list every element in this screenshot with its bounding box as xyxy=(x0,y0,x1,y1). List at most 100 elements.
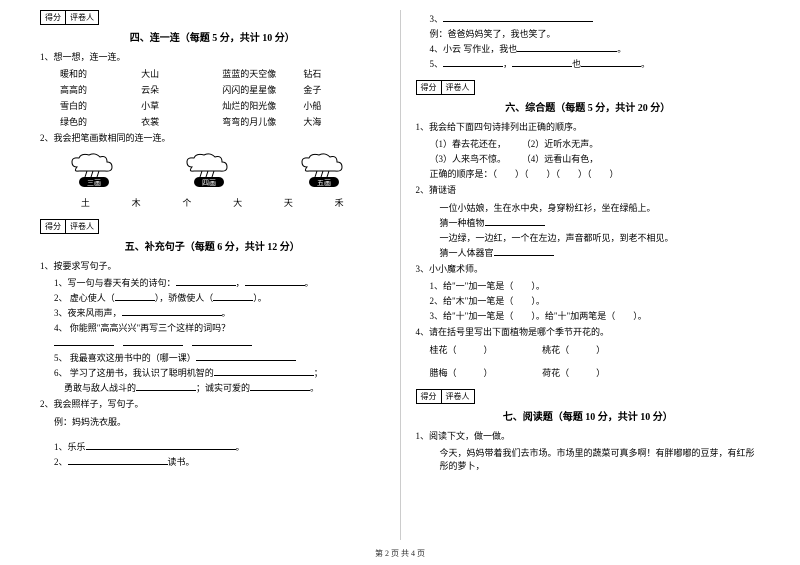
char: 土 xyxy=(81,196,90,209)
blank[interactable] xyxy=(443,13,593,22)
blank[interactable] xyxy=(68,456,168,465)
word: 小船 xyxy=(303,99,384,112)
word: 云朵 xyxy=(141,83,222,96)
grader-label: 评卷人 xyxy=(66,11,98,24)
word: 小草 xyxy=(141,99,222,112)
text: 学习了这册书，我认识了聪明机智的 xyxy=(70,368,214,378)
grader-label: 评卷人 xyxy=(442,390,474,403)
blank[interactable] xyxy=(581,58,641,67)
riddle: 一边绿，一边红，一个在左边，声音都听见，到老不相见。 xyxy=(440,231,761,244)
score-box: 得分 评卷人 xyxy=(40,219,99,234)
match-row: 绿色的 衣裳 弯弯的月儿像 大海 xyxy=(40,115,385,128)
cloud-icon: 四画 xyxy=(182,152,242,190)
blank[interactable] xyxy=(86,441,236,450)
q4-1: 1、想一想，连一连。 xyxy=(40,50,385,64)
word: 雪白的 xyxy=(60,99,141,112)
score-label: 得分 xyxy=(41,220,66,233)
blank[interactable] xyxy=(54,337,114,346)
line: （3）人来鸟不惊。 （4）远看山有色， xyxy=(430,152,761,165)
riddle-hint: 猜一种植物 xyxy=(440,216,761,229)
line: 5、，也。 xyxy=(430,57,761,70)
svg-text:四画: 四画 xyxy=(202,179,216,187)
text: 4、小云 xyxy=(430,44,462,54)
blank[interactable] xyxy=(443,58,503,67)
match-row: 高高的 云朵 闪闪的星星像 金子 xyxy=(40,83,385,96)
text: 勇敢与敌人战斗的 xyxy=(64,383,136,393)
section-4-title: 四、连一连（每题 5 分，共计 10 分） xyxy=(40,29,385,44)
blank[interactable] xyxy=(122,307,222,316)
text: 也 xyxy=(572,59,581,69)
grader-label: 评卷人 xyxy=(442,81,474,94)
line: 1、给"一"加一笔是（ ）。 xyxy=(430,279,761,292)
line: 2、给"木"加一笔是（ ）。 xyxy=(430,294,761,307)
word: 蓝蓝的天空像 xyxy=(222,67,303,80)
flower-row: 桂花（ ） 桃花（ ） xyxy=(430,343,761,356)
text: 4、 xyxy=(54,323,68,333)
text: 虚心使人（ xyxy=(70,293,115,303)
blank[interactable] xyxy=(192,337,252,346)
blank[interactable] xyxy=(494,247,554,256)
text: ）。 xyxy=(253,293,267,303)
text: （3）人来鸟不惊。 xyxy=(430,154,502,164)
blank[interactable] xyxy=(214,367,314,376)
page: 得分 评卷人 四、连一连（每题 5 分，共计 10 分） 1、想一想，连一连。 … xyxy=(0,0,800,540)
word: 金子 xyxy=(303,83,384,96)
text: ） xyxy=(596,345,605,355)
line xyxy=(54,336,385,349)
word: 暖和的 xyxy=(60,67,141,80)
text: 1、写一句与春天有关的诗句： xyxy=(54,278,176,288)
section-6-title: 六、综合题（每题 5 分，共计 20 分） xyxy=(416,99,761,114)
q6-2: 2、猜谜语 xyxy=(416,183,761,197)
section-7-title: 七、阅读题（每题 10 分，共计 10 分） xyxy=(416,408,761,423)
q7-1: 1、阅读下文，做一做。 xyxy=(416,429,761,443)
char: 禾 xyxy=(335,196,344,209)
q5-1: 1、按要求写句子。 xyxy=(40,259,385,273)
line: 勇敢与敌人战斗的；诚实可爱的。 xyxy=(64,381,385,394)
text: 2、 xyxy=(54,457,68,467)
blank[interactable] xyxy=(213,292,253,301)
blank[interactable] xyxy=(485,217,545,226)
blank[interactable] xyxy=(517,43,617,52)
word: 衣裳 xyxy=(141,115,222,128)
q6-3: 3、小小魔术师。 xyxy=(416,262,761,276)
blank[interactable] xyxy=(512,58,572,67)
line: 1、写一句与春天有关的诗句：，。 xyxy=(54,276,385,289)
text: ；诚实可爱的 xyxy=(196,383,250,393)
line: 5、 我最喜欢这册书中的（哪一课） xyxy=(54,351,385,364)
char: 天 xyxy=(284,196,293,209)
blank[interactable] xyxy=(196,352,296,361)
line: 3、给"十"加一笔是（ ）。给"十"加两笔是（ ）。 xyxy=(430,309,761,322)
q6-4: 4、请在括号里写出下面植物是哪个季节开花的。 xyxy=(416,325,761,339)
text: 桂花（ xyxy=(430,345,457,355)
char: 木 xyxy=(132,196,141,209)
match-row: 暖和的 大山 蓝蓝的天空像 钻石 xyxy=(40,67,385,80)
left-column: 得分 评卷人 四、连一连（每题 5 分，共计 10 分） 1、想一想，连一连。 … xyxy=(30,10,395,540)
word: 高高的 xyxy=(60,83,141,96)
text: ） xyxy=(596,368,605,378)
line: 2、读书。 xyxy=(54,455,385,468)
text: 5、 xyxy=(54,353,68,363)
flower-row: 腊梅（ ） 荷花（ ） xyxy=(430,366,761,379)
text: ） xyxy=(484,345,493,355)
svg-text:三画: 三画 xyxy=(87,179,101,187)
blank[interactable] xyxy=(123,337,183,346)
word: 灿烂的阳光像 xyxy=(222,99,303,112)
example: 例：爸爸妈妈笑了，我也笑了。 xyxy=(430,27,761,40)
char: 个 xyxy=(182,196,191,209)
blank[interactable] xyxy=(136,382,196,391)
blank[interactable] xyxy=(115,292,155,301)
passage: 今天，妈妈带着我们去市场。市场里的蔬菜可真多啊！有胖嘟嘟的豆芽，有红彤彤的萝卜， xyxy=(440,446,761,472)
score-box: 得分 评卷人 xyxy=(416,80,475,95)
text: 猜一人体器官 xyxy=(440,248,494,258)
text: 猜一种植物 xyxy=(440,218,485,228)
svg-text:五画: 五画 xyxy=(317,179,331,187)
line: （1）春去花还在， （2）近听水无声。 xyxy=(430,137,761,150)
text: 腊梅（ xyxy=(430,368,457,378)
blank[interactable] xyxy=(176,277,236,286)
text: 2、 xyxy=(54,293,68,303)
blank[interactable] xyxy=(250,382,310,391)
blank[interactable] xyxy=(245,277,305,286)
text: 我最喜欢这册书中的（哪一课） xyxy=(70,353,196,363)
riddle-hint: 猜一人体器官 xyxy=(440,246,761,259)
score-label: 得分 xyxy=(417,81,442,94)
